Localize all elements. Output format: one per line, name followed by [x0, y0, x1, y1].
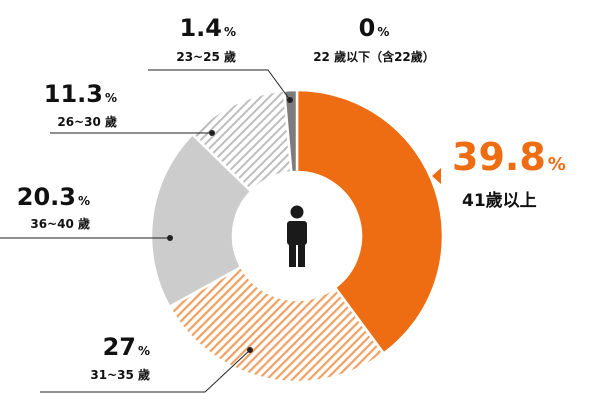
value-label-6: 0%: [359, 14, 390, 42]
value-label-3: 20.3%: [17, 183, 90, 211]
data-labels: 39.8 % 41歲以上 27 % 31~35 歲 20.3 % 36~40 歲 11.3 % 26~…: [17, 14, 566, 382]
slice-5: [282, 88, 299, 174]
category-label-5: 23~25 歲: [176, 49, 236, 64]
category-label-2: 31~35 歲: [90, 367, 150, 382]
leader-lines: [0, 69, 441, 393]
leader-dot-4: [209, 130, 215, 136]
leader-dot-2: [247, 347, 253, 353]
value-label-1: 39.8%: [452, 135, 566, 179]
leader-line-2: [40, 349, 251, 393]
value-label-5: 1.4%: [179, 14, 236, 42]
category-label-6: 22 歲以下（含22歲）: [313, 49, 435, 64]
category-label-1: 41歲以上: [462, 190, 537, 211]
callout-pointer: [432, 168, 441, 184]
donut-slices: [149, 88, 445, 384]
center-icon-group: [287, 205, 307, 267]
value-label-2: 27%: [103, 333, 150, 361]
person-icon: [287, 205, 307, 267]
slice-3: [149, 132, 253, 309]
slice-2: [167, 265, 386, 384]
leader-dot-3: [167, 235, 173, 241]
leader-dot-5: [287, 97, 293, 103]
value-label-4: 11.3%: [44, 80, 117, 108]
category-label-3: 36~40 歲: [30, 216, 90, 231]
leader-line-5: [148, 69, 291, 101]
slice-1: [295, 88, 445, 356]
category-label-4: 26~30 歲: [57, 114, 117, 129]
